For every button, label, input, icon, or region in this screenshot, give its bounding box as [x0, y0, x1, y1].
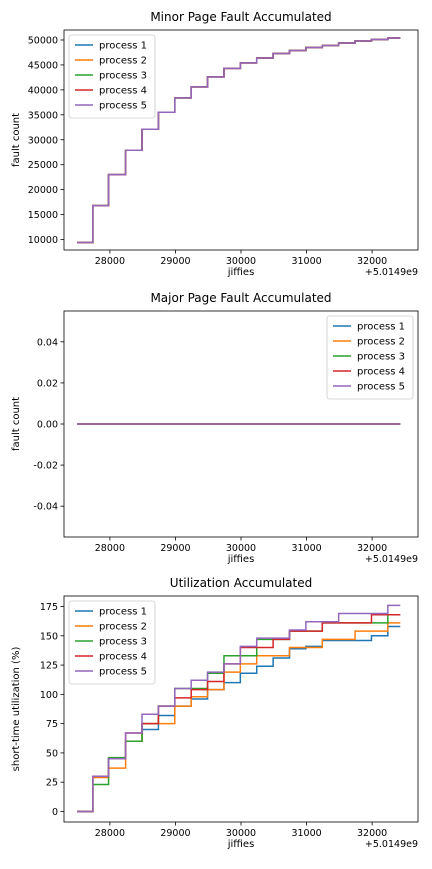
legend-label: process 2 [357, 337, 405, 348]
legend-label: process 1 [357, 322, 405, 333]
y-tick-label: 50000 [28, 35, 58, 46]
chart-2: Major Page Fault Accumulated 28000 29000 30… [11, 291, 419, 565]
legend-label: process 3 [357, 352, 405, 363]
legend-box [68, 600, 156, 685]
legend-box [68, 34, 156, 119]
y-tick-label: 20000 [28, 185, 58, 196]
y-tick-label: 0.04 [37, 337, 58, 348]
x-tick-label: 28000 [95, 828, 125, 839]
y-tick-label: 25000 [28, 160, 58, 171]
x-tick-label: 32000 [357, 828, 387, 839]
y-tick-label: 0.02 [37, 378, 58, 389]
legend: process 1 process 2 process 3 process 4 proc… [326, 315, 414, 400]
x-tick-label: 31000 [291, 543, 321, 554]
x-tick-label: 29000 [160, 828, 190, 839]
legend-label: process 1 [99, 41, 147, 52]
chart-title: Major Page Fault Accumulated [150, 291, 331, 305]
x-offset-text: +5.0149e9 [365, 267, 418, 278]
y-tick-label: 100 [40, 690, 58, 701]
y-tick-label: 10000 [28, 235, 58, 246]
legend: process 1 process 2 process 3 process 4 proc… [68, 34, 156, 119]
chart-title: Minor Page Fault Accumulated [150, 10, 331, 24]
legend: process 1 process 2 process 3 process 4 proc… [68, 600, 156, 685]
x-tick-label: 30000 [226, 256, 256, 267]
x-offset-text: +5.0149e9 [365, 839, 418, 850]
y-tick-label: -0.02 [33, 461, 58, 472]
y-tick-label: 45000 [28, 60, 58, 71]
legend-label: process 2 [99, 56, 147, 67]
x-axis-label: jiffies [227, 554, 255, 565]
y-tick-label: 150 [40, 631, 58, 642]
legend-label: process 5 [99, 101, 147, 112]
legend-label: process 4 [99, 86, 147, 97]
series-line-5 [77, 37, 401, 244]
x-axis-label: jiffies [227, 267, 255, 278]
legend-label: process 3 [99, 71, 147, 82]
y-tick-label: 25 [46, 778, 58, 789]
y-tick-label: 30000 [28, 135, 58, 146]
x-offset-text: +5.0149e9 [365, 554, 418, 565]
y-tick-label: 40000 [28, 85, 58, 96]
x-tick-label: 31000 [291, 828, 321, 839]
series-line-5 [77, 604, 401, 813]
x-tick-label: 31000 [291, 256, 321, 267]
x-tick-label: 30000 [226, 828, 256, 839]
x-tick-label: 29000 [160, 543, 190, 554]
legend-label: process 4 [357, 367, 405, 378]
y-tick-label: 15000 [28, 210, 58, 221]
legend-label: process 5 [99, 667, 147, 678]
x-tick-label: 29000 [160, 256, 190, 267]
y-tick-label: 75 [46, 719, 58, 730]
legend-label: process 5 [357, 382, 405, 393]
x-tick-label: 28000 [95, 256, 125, 267]
legend-label: process 3 [99, 637, 147, 648]
x-tick-label: 32000 [357, 256, 387, 267]
y-tick-label: -0.04 [33, 502, 58, 513]
y-tick-label: 0.00 [37, 420, 58, 431]
y-axis-label: short-time utilization (%) [11, 647, 22, 772]
x-tick-label: 32000 [357, 543, 387, 554]
legend-label: process 2 [99, 622, 147, 633]
x-tick-label: 28000 [95, 543, 125, 554]
legend-label: process 1 [99, 607, 147, 618]
y-axis-label: fault count [11, 397, 22, 451]
plot-area [77, 37, 401, 244]
y-tick-label: 50 [46, 748, 58, 759]
legend-label: process 4 [99, 652, 147, 663]
y-tick-label: 125 [40, 661, 58, 672]
plot-area [77, 604, 401, 813]
y-tick-label: 35000 [28, 110, 58, 121]
chart-3: Utilization Accumulated 28000 29000 30000 31… [11, 576, 419, 850]
y-axis-label: fault count [11, 113, 22, 167]
chart-title: Utilization Accumulated [170, 576, 312, 590]
y-tick-label: 175 [40, 602, 58, 613]
legend-box [326, 315, 414, 400]
x-axis-label: jiffies [227, 839, 255, 850]
y-tick-label: 0 [52, 807, 58, 818]
x-tick-label: 30000 [226, 543, 256, 554]
chart-1: Minor Page Fault Accumulated 28000 29000 30… [11, 10, 419, 278]
